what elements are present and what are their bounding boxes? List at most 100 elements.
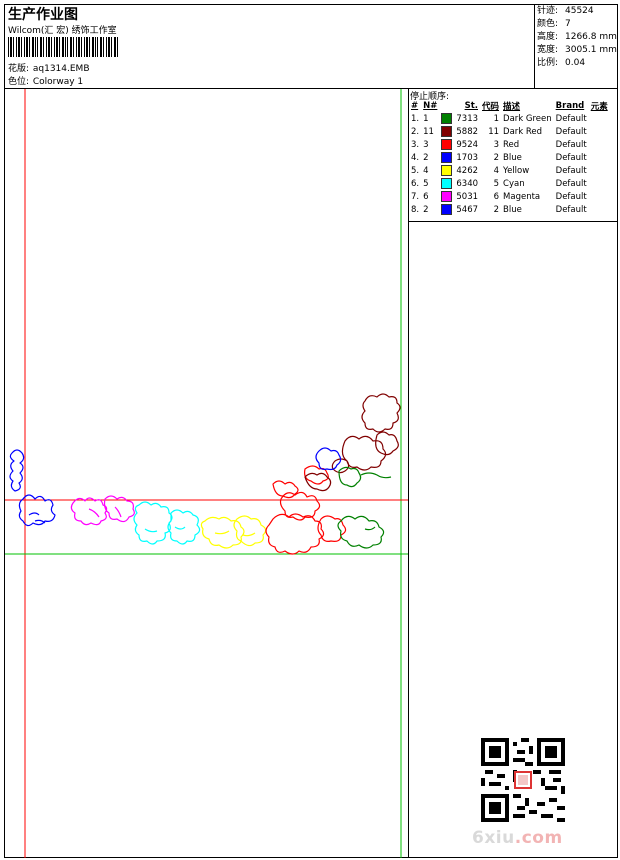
cell-element bbox=[589, 138, 610, 151]
cell-description: Yellow bbox=[503, 165, 530, 176]
stop-sequence-title: 停止顺序: bbox=[410, 92, 450, 102]
cell-code: 3 bbox=[493, 139, 500, 150]
cell-swatch bbox=[439, 177, 454, 190]
cell-description: Blue bbox=[503, 152, 522, 163]
cell-brand: Default bbox=[555, 204, 587, 215]
company-name: Wilcom(汇 宏) 绣饰工作室 bbox=[8, 26, 117, 36]
motif-dark-green bbox=[337, 466, 392, 549]
cell-needle: 2 bbox=[423, 204, 429, 215]
cell-stitches: 1703 bbox=[456, 152, 479, 163]
cell-code: 11 bbox=[488, 126, 500, 137]
cell-code: 1 bbox=[493, 113, 500, 124]
cell-code: 2 bbox=[493, 204, 500, 215]
cell-code: 6 bbox=[493, 191, 500, 202]
cell-brand: Default bbox=[555, 165, 587, 176]
design-label: 花版: bbox=[8, 64, 30, 74]
cell-needle: 5 bbox=[423, 178, 429, 189]
stat-height: 高度: 1266.8 mm bbox=[537, 31, 617, 44]
col-swatch bbox=[439, 100, 454, 112]
cell-index: 1. bbox=[411, 113, 420, 124]
stat-label: 高度: bbox=[537, 32, 559, 42]
color-swatch bbox=[441, 191, 453, 202]
cell-needle: 6 bbox=[423, 191, 429, 202]
motif-dark-red bbox=[304, 393, 401, 492]
cell-element bbox=[589, 151, 610, 164]
motif-red-main bbox=[265, 465, 347, 555]
cell-index: 3. bbox=[411, 139, 420, 150]
cell-swatch bbox=[439, 151, 454, 164]
stat-label: 比例: bbox=[537, 58, 559, 68]
page-frame bbox=[4, 4, 618, 858]
watermark-logo: 6xiu.com bbox=[472, 828, 563, 848]
colorway-value: Colorway 1 bbox=[32, 77, 84, 87]
cell-stitches: 5467 bbox=[456, 204, 479, 215]
colorway-label: 色位: bbox=[8, 77, 30, 87]
legend-bottom-divider bbox=[408, 221, 618, 222]
cell-element bbox=[589, 190, 610, 203]
cell-stitches: 6340 bbox=[456, 178, 479, 189]
stat-value: 3005.1 mm bbox=[565, 45, 617, 55]
stat-value: 0.04 bbox=[565, 58, 586, 68]
cell-swatch bbox=[439, 164, 454, 177]
cell-brand: Default bbox=[555, 113, 587, 124]
stat-width: 宽度: 3005.1 mm bbox=[537, 44, 617, 57]
stat-scale: 比例: 0.04 bbox=[537, 57, 617, 70]
col-description: 描述 bbox=[503, 102, 521, 112]
cell-code: 4 bbox=[493, 165, 500, 176]
cell-swatch bbox=[439, 125, 454, 138]
stat-label: 宽度: bbox=[537, 45, 559, 55]
cell-stitches: 5882 bbox=[456, 126, 479, 137]
cell-index: 5. bbox=[411, 165, 420, 176]
table-header-row: # N# St. 代码 描述 Brand 元素 bbox=[409, 100, 610, 112]
cell-element bbox=[589, 164, 610, 177]
cell-description: Dark Green bbox=[503, 113, 552, 124]
cell-description: Magenta bbox=[503, 191, 541, 202]
col-element: 元素 bbox=[590, 102, 608, 112]
table-row: 6. 5 6340 5 Cyan Default bbox=[409, 177, 610, 190]
stat-colors: 颜色: 7 bbox=[537, 18, 617, 31]
motif-blue-right bbox=[315, 447, 342, 471]
stats-divider bbox=[534, 4, 535, 88]
cell-description: Dark Red bbox=[503, 126, 543, 137]
cell-description: Cyan bbox=[503, 178, 525, 189]
cell-swatch bbox=[439, 190, 454, 203]
colorway: 色位: Colorway 1 bbox=[8, 74, 83, 87]
motif-yellow bbox=[200, 515, 267, 549]
stat-label: 颜色: bbox=[537, 19, 559, 29]
cell-index: 8. bbox=[411, 204, 420, 215]
color-stop-table: # N# St. 代码 描述 Brand 元素 1. 1 7313 1 Dark Gre… bbox=[409, 100, 610, 216]
cell-index: 6. bbox=[411, 178, 420, 189]
cell-swatch bbox=[439, 138, 454, 151]
legend-divider bbox=[408, 88, 409, 858]
cell-needle: 1 bbox=[423, 113, 429, 124]
cell-index: 2. bbox=[411, 126, 420, 137]
stat-stitches: 针迹: 45524 bbox=[537, 5, 617, 18]
page-title: 生产作业图 bbox=[8, 7, 78, 23]
col-brand: Brand bbox=[555, 101, 585, 111]
col-stitches: St. bbox=[464, 101, 479, 111]
watermark-brand: 6xiu bbox=[472, 828, 515, 848]
color-swatch bbox=[441, 152, 453, 163]
cell-description: Blue bbox=[503, 204, 522, 215]
col-code: 代码 bbox=[482, 102, 500, 112]
cell-swatch bbox=[439, 112, 454, 125]
cell-code: 2 bbox=[493, 152, 500, 163]
cell-brand: Default bbox=[555, 178, 587, 189]
color-swatch bbox=[441, 139, 453, 150]
cell-brand: Default bbox=[555, 191, 587, 202]
cell-needle: 3 bbox=[423, 139, 429, 150]
cell-brand: Default bbox=[555, 139, 587, 150]
cell-stitches: 7313 bbox=[456, 113, 479, 124]
col-needle: N# bbox=[423, 101, 438, 111]
table-row: 2. 11 5882 11 Dark Red Default bbox=[409, 125, 610, 138]
cell-element bbox=[589, 112, 610, 125]
cell-element bbox=[589, 125, 610, 138]
stat-value: 1266.8 mm bbox=[565, 32, 617, 42]
col-index: # bbox=[411, 101, 419, 111]
color-swatch bbox=[441, 165, 453, 176]
cell-stitches: 4262 bbox=[456, 165, 479, 176]
motif-cyan bbox=[133, 501, 201, 545]
table-row: 5. 4 4262 4 Yellow Default bbox=[409, 164, 610, 177]
embroidery-preview bbox=[5, 89, 408, 858]
cell-stitches: 9524 bbox=[456, 139, 479, 150]
